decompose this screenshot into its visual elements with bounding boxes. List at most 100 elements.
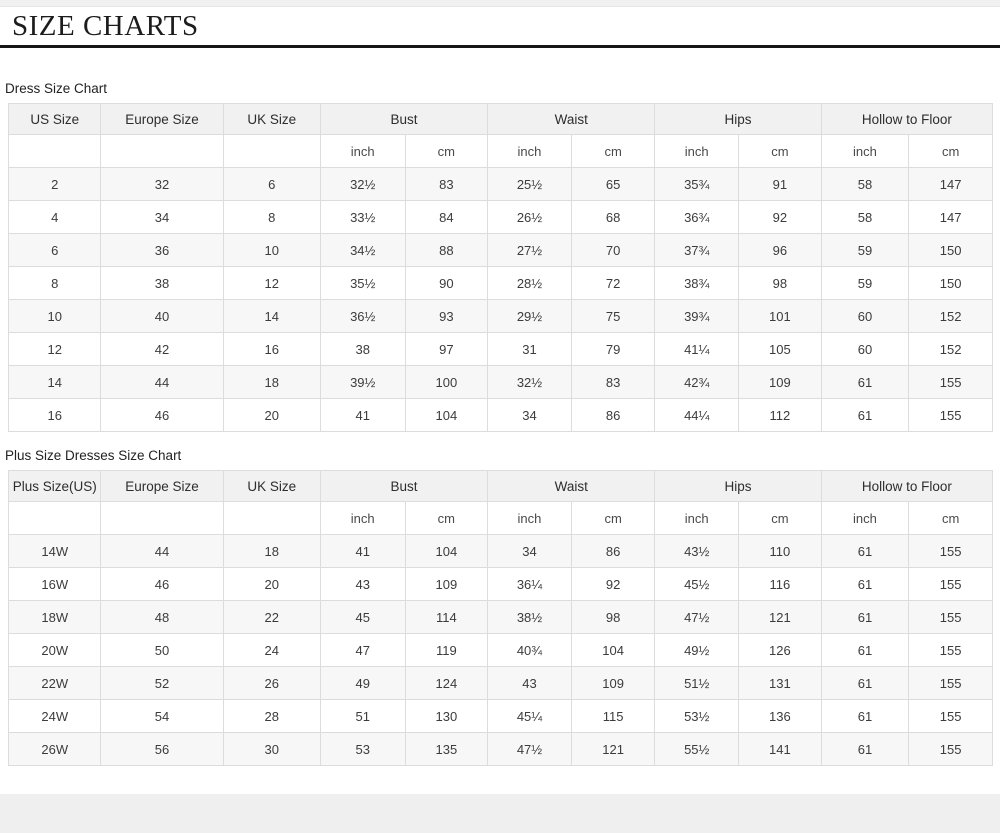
unit-header [100,501,224,535]
table-cell: 32 [100,167,224,201]
table-cell: 91 [738,167,822,201]
column-header: Plus Size(US) [7,470,102,502]
title-divider [0,45,1000,48]
column-header: Hips [654,103,822,135]
table-cell: 35½ [319,266,406,300]
table-cell: 155 [908,398,993,432]
table-cell: 147 [908,167,993,201]
table-row: 8 38 12 35½ 90 28½ 72 38¾ 98 59 150 [7,266,993,300]
header-row: US Size Europe Size UK Size Bust Waist Hips Ho… [7,103,994,135]
table-cell: 155 [908,699,993,733]
table-cell: 124 [404,666,489,700]
table-cell: 44¼ [654,398,740,432]
table-cell: 45 [319,600,406,634]
table-cell: 155 [908,365,993,399]
unit-header [222,134,321,168]
plus-size-chart-section: Plus Size Dresses Size Chart Plus Size(U… [0,448,1000,766]
table-cell: 42 [100,332,224,366]
table-cell: 126 [738,633,822,667]
table-cell: 34 [487,534,572,568]
table-cell: 79 [570,332,656,366]
column-header: UK Size [222,103,321,135]
table-cell: 18 [222,365,321,399]
table-cell: 38¾ [654,266,740,300]
table-cell: 61 [820,534,910,568]
table-cell: 114 [404,600,489,634]
table-cell: 36¾ [654,200,740,234]
table-cell: 43 [487,666,572,700]
table-cell: 16 [7,398,102,432]
table-row: 10 40 14 36½ 93 29½ 75 39¾ 101 60 152 [7,299,993,333]
table-cell: 97 [404,332,489,366]
table-cell: 104 [570,633,656,667]
table-cell: 119 [404,633,489,667]
table-cell: 68 [570,200,656,234]
table-cell: 116 [738,567,822,601]
table-cell: 83 [570,365,656,399]
table-cell: 109 [404,567,489,601]
table-cell: 150 [908,266,993,300]
page-title: SIZE CHARTS [12,10,199,42]
table-row: 14W 44 18 41 104 34 86 43½ 110 61 155 [7,534,993,568]
table-cell: 14 [7,365,102,399]
table-cell: 22 [222,600,321,634]
column-header: Hollow to Floor [820,103,994,135]
table-cell: 26½ [487,200,572,234]
table-cell: 150 [908,233,993,267]
table-cell: 90 [404,266,489,300]
table-cell: 75 [570,299,656,333]
table-cell: 147 [908,200,993,234]
table-cell: 12 [7,332,102,366]
table-cell: 155 [908,567,993,601]
table-cell: 41 [319,398,406,432]
table-cell: 38 [319,332,406,366]
table-cell: 34½ [319,233,406,267]
table-cell: 136 [738,699,822,733]
table-cell: 92 [738,200,822,234]
table-cell: 34 [100,200,224,234]
table-cell: 14 [222,299,321,333]
table-cell: 46 [100,398,224,432]
table-cell: 40¾ [487,633,572,667]
table-cell: 32½ [487,365,572,399]
table-cell: 61 [820,666,910,700]
table-cell: 25½ [487,167,572,201]
unit-header: cm [570,134,656,168]
table-cell: 47 [319,633,406,667]
table-cell: 60 [820,332,910,366]
table-cell: 20 [222,398,321,432]
unit-header: cm [738,134,822,168]
table-cell: 109 [570,666,656,700]
table-row: 6 36 10 34½ 88 27½ 70 37¾ 96 59 150 [7,233,993,267]
table-cell: 98 [738,266,822,300]
column-header: UK Size [222,470,321,502]
table-row: 14 44 18 39½ 100 32½ 83 42¾ 109 61 155 [7,365,993,399]
plus-size-table: Plus Size(US) Europe Size UK Size Bust Waist… [7,470,994,766]
table-cell: 101 [738,299,822,333]
table-cell: 33½ [319,200,406,234]
table-cell: 38 [100,266,224,300]
table-cell: 51½ [654,666,740,700]
table-caption: Dress Size Chart [5,81,108,96]
table-cell: 121 [570,732,656,766]
table-cell: 54 [100,699,224,733]
table-cell: 115 [570,699,656,733]
table-cell: 39½ [319,365,406,399]
table-cell: 26W [7,732,102,766]
table-cell: 8 [222,200,321,234]
table-cell: 49 [319,666,406,700]
table-cell: 105 [738,332,822,366]
table-row: 12 42 16 38 97 31 79 41¼ 105 60 152 [7,332,993,366]
top-strip [0,0,1000,7]
table-row: 24W 54 28 51 130 45¼ 115 53½ 136 61 155 [7,699,993,733]
table-cell: 43 [319,567,406,601]
table-cell: 46 [100,567,224,601]
table-cell: 104 [404,534,489,568]
table-cell: 18W [7,600,102,634]
table-cell: 141 [738,732,822,766]
unit-header: inch [487,501,572,535]
table-cell: 14W [7,534,102,568]
table-cell: 83 [404,167,489,201]
table-cell: 43½ [654,534,740,568]
bottom-strip [0,794,1000,833]
